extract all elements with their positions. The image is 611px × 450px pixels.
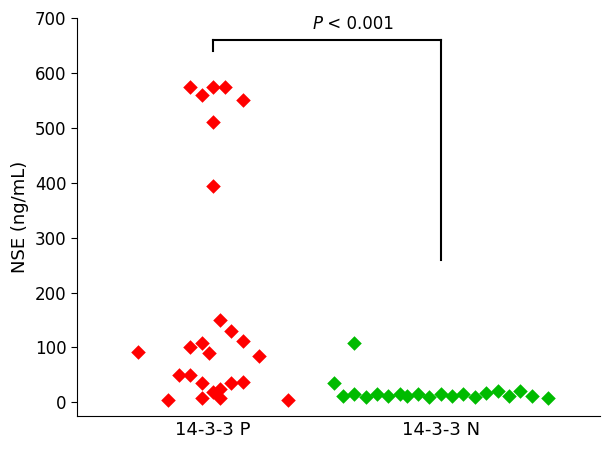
Text: < 0.001: < 0.001	[323, 15, 394, 33]
Point	[349, 339, 359, 346]
Point	[543, 395, 552, 402]
Point	[197, 379, 207, 387]
Text: P: P	[312, 15, 323, 33]
Point	[186, 83, 196, 90]
Point	[197, 395, 207, 402]
Point	[133, 348, 143, 356]
Point	[470, 393, 480, 400]
Point	[425, 393, 434, 400]
Point	[197, 339, 207, 346]
Point	[238, 378, 247, 386]
Point	[395, 391, 404, 398]
Point	[227, 379, 236, 387]
Point	[284, 396, 293, 403]
Point	[186, 344, 196, 351]
Point	[254, 352, 263, 359]
Point	[516, 388, 525, 395]
Point	[220, 83, 230, 90]
Point	[413, 391, 423, 398]
Point	[208, 182, 218, 189]
Point	[174, 371, 184, 378]
Point	[238, 97, 247, 104]
Point	[163, 396, 172, 403]
Point	[504, 392, 514, 399]
Point	[186, 371, 196, 378]
Point	[458, 391, 468, 398]
Point	[208, 119, 218, 126]
Point	[401, 392, 411, 399]
Point	[527, 392, 536, 399]
Point	[215, 385, 225, 392]
Point	[215, 316, 225, 324]
Point	[208, 389, 218, 396]
Point	[372, 391, 382, 398]
Point	[329, 379, 338, 387]
Point	[447, 392, 457, 399]
Point	[227, 327, 236, 334]
Point	[203, 349, 213, 356]
Point	[360, 393, 370, 400]
Point	[208, 83, 218, 90]
Point	[384, 392, 393, 399]
Point	[349, 391, 359, 398]
Point	[338, 392, 348, 399]
Point	[481, 389, 491, 396]
Point	[197, 91, 207, 99]
Point	[215, 395, 225, 402]
Point	[492, 388, 502, 395]
Y-axis label: NSE (ng/mL): NSE (ng/mL)	[11, 161, 29, 273]
Point	[238, 337, 247, 344]
Point	[436, 391, 445, 398]
